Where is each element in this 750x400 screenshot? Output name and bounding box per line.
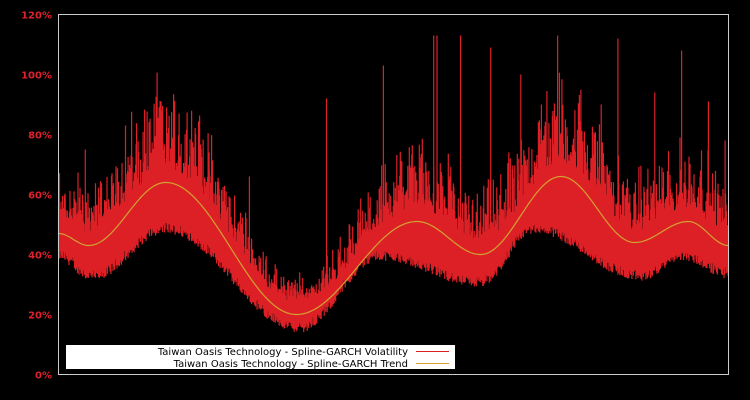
y-tick-label: 100% [21,71,52,82]
y-tick-label: 20% [28,311,52,322]
y-tick-label: 120% [21,11,52,22]
y-tick-label: 40% [28,251,52,262]
legend-label-volatility: Taiwan Oasis Technology - Spline-GARCH V… [157,347,408,358]
legend-box [66,345,455,369]
legend-label-trend: Taiwan Oasis Technology - Spline-GARCH T… [173,359,408,370]
y-tick-label: 0% [35,371,52,382]
y-tick-label: 80% [28,131,52,142]
legend: Taiwan Oasis Technology - Spline-GARCH V… [66,345,455,370]
y-axis: 0% 20% 40% 60% 80% 100% 120% [21,11,52,382]
y-tick-label: 60% [28,191,52,202]
trend-series [58,175,729,316]
plot-frame [58,14,729,375]
